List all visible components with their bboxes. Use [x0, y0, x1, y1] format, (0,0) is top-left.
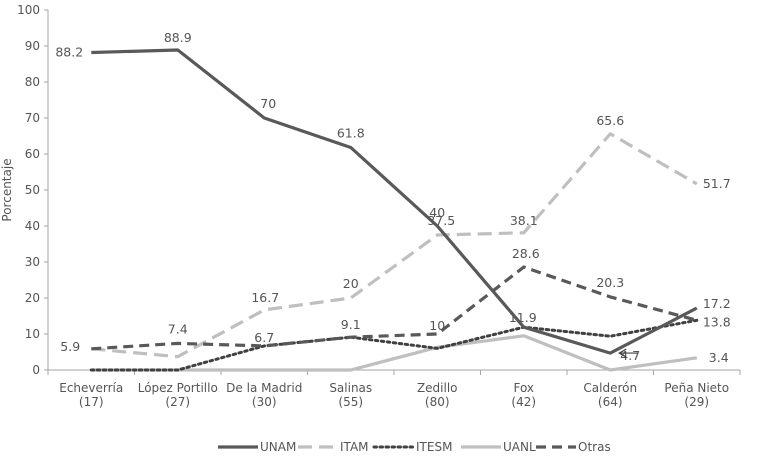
legend-label-otras: Otras	[578, 440, 611, 454]
y-tick-label: 20	[25, 291, 40, 305]
data-label-itam: 20	[343, 276, 359, 291]
legend-label-itam: ITAM	[340, 440, 369, 454]
data-label-unam: 40	[429, 205, 445, 220]
data-label-itam: 51.7	[703, 176, 731, 191]
data-label-uanl: 3.4	[709, 350, 729, 365]
data-label-otras: 20.3	[596, 275, 624, 290]
y-tick-label: 100	[17, 3, 40, 17]
data-label-itam: 65.6	[596, 113, 624, 128]
data-label-otras: 5.9	[60, 339, 80, 354]
x-tick-label: Salinas	[329, 381, 372, 395]
data-label-otras: 7.4	[168, 321, 188, 336]
x-tick-label: (27)	[165, 395, 190, 409]
y-axis-label: Porcentaje	[0, 158, 14, 221]
data-label-itam: 38.1	[510, 213, 538, 228]
data-label-unam: 88.2	[55, 44, 83, 59]
data-label-itesm: 13.8	[703, 314, 731, 329]
callout-arrow-head	[618, 348, 627, 358]
data-label-unam: 17.2	[703, 296, 731, 311]
legend-label-itesm: ITESM	[416, 440, 452, 454]
y-tick-label: 80	[25, 75, 40, 89]
series-lines	[89, 48, 699, 372]
data-label-itam: 16.7	[251, 290, 279, 305]
x-tick-label: (17)	[79, 395, 104, 409]
x-tick-label: (29)	[684, 395, 709, 409]
y-tick-label: 10	[25, 327, 40, 341]
x-tick-label: Zedillo	[417, 381, 458, 395]
data-label-itesm: 6.7	[254, 330, 274, 345]
data-label-unam: 88.9	[164, 30, 192, 45]
series-line-itesm	[89, 318, 699, 372]
x-tick-label: Fox	[513, 381, 534, 395]
x-tick-label: (30)	[252, 395, 277, 409]
data-label-unam: 4.7	[620, 348, 640, 363]
data-label-otras: 10	[429, 318, 445, 333]
x-tick-label: (42)	[511, 395, 536, 409]
legend-label-unam: UNAM	[260, 440, 296, 454]
y-tick-label: 70	[25, 111, 40, 125]
data-label-itesm: 11.9	[509, 310, 537, 325]
series-line-itam	[91, 132, 698, 359]
x-tick-label: López Portillo	[138, 381, 218, 395]
x-tick-label: Calderón	[583, 381, 637, 395]
legend: UNAM ITAM ITESM UANL Otras	[218, 440, 611, 454]
y-tick-label: 50	[25, 183, 40, 197]
y-tick-label: 30	[25, 255, 40, 269]
data-label-unam: 61.8	[337, 126, 365, 141]
series-line-unam	[91, 48, 698, 355]
data-label-unam: 70	[260, 96, 276, 111]
x-tick-label: De la Madrid	[226, 381, 302, 395]
series-line-uanl	[91, 334, 698, 372]
x-tick-label: (80)	[425, 395, 450, 409]
y-tick-label: 60	[25, 147, 40, 161]
data-label-otras: 28.6	[512, 246, 540, 261]
x-tick-label: (64)	[598, 395, 623, 409]
y-tick-label: 0	[32, 363, 40, 377]
chart-axes: 0 10 20 30 40 50 60 70 80 90 100 Echeverría(17) Lópe…	[17, 3, 741, 409]
legend-label-uanl: UANL	[503, 440, 536, 454]
data-label-itam: 37.5	[427, 213, 455, 228]
series-line-otras	[91, 265, 698, 351]
data-labels: 88.2 88.9 70 61.8 40 4.7 17.2 16.7 20 37.5 38.1 65.…	[55, 30, 730, 365]
y-tick-label: 40	[25, 219, 40, 233]
x-tick-label: (55)	[338, 395, 363, 409]
x-tick-label: Peña Nieto	[664, 381, 729, 395]
x-tick-label: Echeverría	[59, 381, 123, 395]
data-label-itesm: 9.1	[341, 317, 361, 332]
y-tick-label: 90	[25, 39, 40, 53]
